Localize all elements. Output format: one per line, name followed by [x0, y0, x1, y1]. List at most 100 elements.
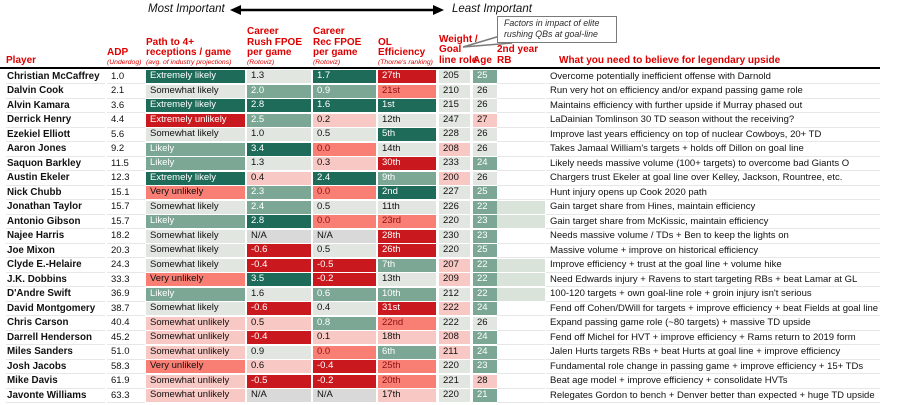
column-header-subcaption: (Rotoviz)	[313, 58, 341, 66]
cell-believe: Improve efficiency + trust at the goal l…	[546, 258, 880, 273]
cell-ol-efficiency: 20th	[378, 374, 436, 388]
cell-adp: 36.9	[107, 287, 145, 302]
cell-rec-fpoe: 0.2	[313, 113, 376, 127]
cell-rec-fpoe: 0.6	[313, 287, 376, 301]
cell-age: 22	[473, 273, 497, 287]
cell-weight-goal-line: 233	[439, 157, 470, 171]
cell-adp: 12.3	[107, 171, 145, 186]
cell-ol-efficiency: 11th	[378, 200, 436, 214]
cell-believe: Gain target share from McKissic, maintai…	[546, 215, 880, 229]
cell-rush-fpoe: 2.8	[247, 99, 311, 113]
cell-second-year-rb	[497, 70, 545, 84]
cell-second-year-rb	[497, 113, 545, 128]
cell-ol-efficiency: 6th	[378, 345, 436, 359]
cell-weight-goal-line: 220	[439, 215, 470, 229]
cell-player: Jonathan Taylor	[6, 200, 105, 215]
cell-believe: Fend off Michel for HVT + improve effici…	[546, 331, 880, 345]
cell-rec-fpoe: -0.4	[313, 360, 376, 374]
cell-path-to-receptions: Very unlikely	[146, 186, 245, 200]
cell-rush-fpoe: 2.8	[247, 215, 311, 229]
cell-believe: Fundamental role change in passing game …	[546, 360, 880, 374]
cell-ol-efficiency: 27th	[378, 70, 436, 84]
cell-believe: Improve last years efficiency on top of …	[546, 128, 880, 142]
column-header-line: Age	[473, 54, 492, 66]
table-row: Najee Harris 18.2 Somewhat likely N/A N/A 28t…	[0, 229, 900, 244]
cell-rec-fpoe: 0.0	[313, 215, 376, 229]
cell-age: 25	[473, 244, 497, 258]
cell-rush-fpoe: N/A	[247, 389, 311, 403]
cell-weight-goal-line: 227	[439, 186, 470, 200]
cell-age: 24	[473, 157, 497, 171]
cell-adp: 45.2	[107, 331, 145, 345]
cell-believe: Jalen Hurts targets RBs + beat Hurts at …	[546, 345, 880, 360]
cell-rush-fpoe: 1.3	[247, 157, 311, 171]
cell-rec-fpoe: 0.9	[313, 84, 376, 98]
cell-path-to-receptions: Extremely likely	[146, 171, 245, 185]
cell-second-year-rb	[497, 374, 545, 389]
cell-weight-goal-line: 222	[439, 316, 470, 330]
cell-second-year-rb	[497, 142, 545, 157]
cell-rush-fpoe: 1.0	[247, 128, 311, 142]
cell-weight-goal-line: 226	[439, 200, 470, 214]
cell-path-to-receptions: Extremely likely	[146, 70, 245, 84]
column-header-line: Career	[247, 26, 279, 37]
cell-rec-fpoe: 0.5	[313, 200, 376, 214]
table-row: Mike Davis 61.9 Somewhat unlikely -0.5 -0.2 2…	[0, 374, 900, 389]
cell-rush-fpoe: -0.6	[247, 302, 311, 316]
cell-adp: 15.7	[107, 200, 145, 215]
cell-rush-fpoe: 3.5	[247, 273, 311, 287]
cell-path-to-receptions: Likely	[146, 142, 245, 156]
column-header-line: 2nd year	[497, 44, 539, 55]
cell-path-to-receptions: Likely	[146, 215, 245, 229]
table-row: David Montgomery 38.7 Somewhat likely -0.6 0…	[0, 302, 900, 316]
cell-age: 28	[473, 374, 497, 388]
table-row: Nick Chubb 15.1 Very unlikely 2.3 0.0 2nd 227 2…	[0, 186, 900, 200]
cell-believe: Hunt injury opens up Cook 2020 path	[546, 186, 880, 200]
cell-player: Ezekiel Elliott	[6, 128, 105, 142]
column-header-line: receptions / game	[146, 47, 232, 58]
cell-second-year-rb	[497, 273, 545, 287]
cell-adp: 24.3	[107, 258, 145, 273]
table-row: Darrell Henderson 45.2 Somewhat unlikely -0…	[0, 331, 900, 345]
cell-rush-fpoe: 1.3	[247, 70, 311, 84]
cell-rec-fpoe: 0.5	[313, 128, 376, 142]
cell-second-year-rb	[497, 229, 545, 244]
column-header-line: What you need to believe for legendary u…	[559, 54, 781, 66]
column-header-line: Weight /	[439, 33, 478, 45]
cell-adp: 58.3	[107, 360, 145, 374]
cell-ol-efficiency: 9th	[378, 171, 436, 185]
cell-rec-fpoe: 0.1	[313, 331, 376, 345]
cell-player: Miles Sanders	[6, 345, 105, 360]
cell-adp: 15.7	[107, 215, 145, 229]
cell-weight-goal-line: 247	[439, 113, 470, 127]
callout-box: Factors in impact of elite rushing QBs a…	[497, 16, 617, 43]
column-header-line: Rec FPOE	[313, 36, 362, 48]
cell-ol-efficiency: 18th	[378, 331, 436, 345]
table-row: Dalvin Cook 2.1 Somewhat likely 2.0 0.9 21st 2…	[0, 84, 900, 99]
cell-path-to-receptions: Likely	[146, 287, 245, 301]
cell-second-year-rb	[497, 316, 545, 331]
cell-ol-efficiency: 10th	[378, 287, 436, 301]
cell-second-year-rb	[497, 215, 545, 229]
cell-age: 26	[473, 128, 497, 142]
cell-believe: Maintains efficiency with further upside…	[546, 99, 880, 113]
column-header-subcaption: (Rotoviz)	[247, 58, 275, 66]
cell-age: 26	[473, 99, 497, 113]
cell-believe: LaDainian Tomlinson 30 TD season without…	[546, 113, 880, 128]
cell-weight-goal-line: 220	[439, 389, 470, 403]
cell-path-to-receptions: Somewhat unlikely	[146, 345, 245, 359]
cell-ol-efficiency: 26th	[378, 244, 436, 258]
cell-ol-efficiency: 5th	[378, 128, 436, 142]
cell-weight-goal-line: 221	[439, 374, 470, 388]
cell-age: 27	[473, 113, 497, 127]
cell-player: Dalvin Cook	[6, 84, 105, 99]
cell-player: Najee Harris	[6, 229, 105, 244]
cell-believe: Likely needs massive volume (100+ target…	[546, 157, 880, 171]
cell-second-year-rb	[497, 171, 545, 186]
table-row: Chris Carson 40.4 Somewhat unlikely 0.5 0.8 2…	[0, 316, 900, 331]
cell-rush-fpoe: 1.6	[247, 287, 311, 301]
cell-rec-fpoe: -0.5	[313, 258, 376, 272]
cell-weight-goal-line: 230	[439, 229, 470, 243]
column-header-rush: Career Rush FPOE per game (Rotoviz)	[247, 26, 302, 66]
